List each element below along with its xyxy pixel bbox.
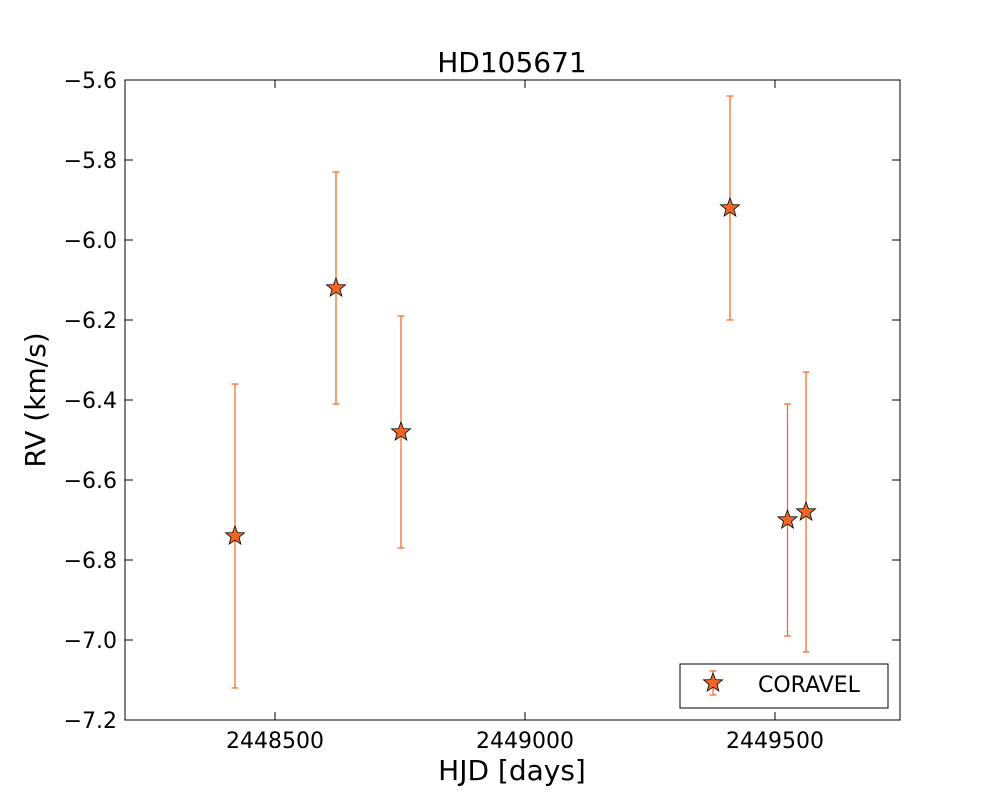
data-point-star bbox=[795, 500, 817, 522]
data-point-star bbox=[776, 508, 799, 530]
legend-star-icon bbox=[702, 671, 724, 693]
axes-layer: 2448500 2449000 2449500 −5.6 −5.8 −6.0 −6.2 −6.… bbox=[64, 69, 901, 754]
x-tick-label: 2449000 bbox=[476, 729, 574, 754]
x-axis-title: HJD [days] bbox=[438, 754, 586, 787]
x-tick-label: 2449500 bbox=[726, 729, 824, 754]
data-point-star bbox=[719, 196, 741, 218]
y-tick-label: −5.8 bbox=[64, 149, 117, 174]
data-point-star bbox=[390, 420, 412, 442]
plot-layer bbox=[224, 95, 817, 689]
legend-marker bbox=[702, 670, 724, 696]
legend: CORAVEL bbox=[679, 663, 889, 709]
y-tick-label: −7.2 bbox=[64, 709, 117, 734]
data-point-star bbox=[325, 276, 347, 298]
y-tick-label: −6.8 bbox=[64, 549, 117, 574]
x-tick-label: 2448500 bbox=[226, 729, 324, 754]
legend-label: CORAVEL bbox=[758, 673, 861, 698]
y-tick-label: −6.4 bbox=[64, 389, 117, 414]
chart-title: HD105671 bbox=[437, 46, 587, 79]
data-point-star bbox=[224, 524, 246, 546]
y-tick-label: −6.6 bbox=[64, 469, 117, 494]
y-tick-label: −6.0 bbox=[64, 229, 117, 254]
y-tick-label: −7.0 bbox=[64, 629, 117, 654]
y-axis-title: RV (km/s) bbox=[19, 332, 52, 467]
y-tick-label: −6.2 bbox=[64, 309, 117, 334]
y-tick-label: −5.6 bbox=[64, 69, 117, 94]
